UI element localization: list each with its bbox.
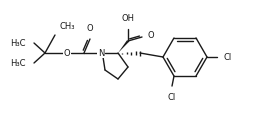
Text: O: O (64, 48, 70, 58)
Text: N: N (98, 48, 104, 58)
Polygon shape (118, 40, 129, 53)
Text: O: O (148, 32, 155, 40)
Text: Cl: Cl (224, 52, 232, 62)
Text: CH₃: CH₃ (60, 22, 75, 31)
Text: Cl: Cl (168, 93, 176, 102)
Text: O: O (87, 24, 93, 33)
Text: H₃C: H₃C (10, 38, 26, 48)
Text: OH: OH (121, 14, 134, 23)
Text: H₃C: H₃C (10, 58, 26, 68)
